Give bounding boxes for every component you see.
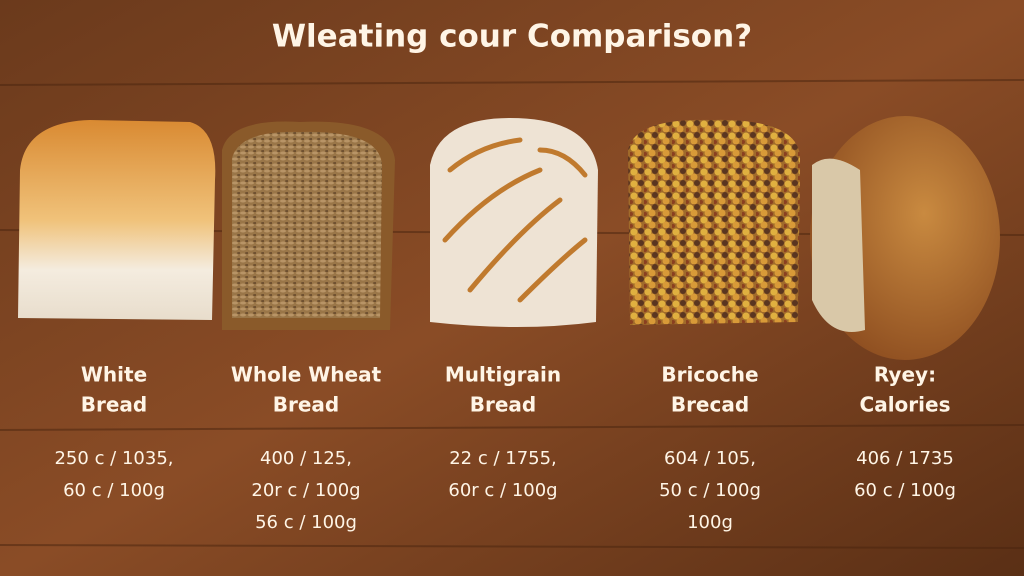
bread-name: Whole Wheat (231, 363, 382, 387)
bread-name: Bread (470, 393, 536, 417)
nutrition-info: 50 c / 100g (659, 480, 761, 501)
title: Wleating cour Comparison? (272, 19, 752, 55)
bread-name: Ryey: (874, 363, 936, 387)
nutrition-info: 250 c / 1035, (54, 448, 173, 469)
whole-wheat-bread (222, 121, 395, 330)
bread-name: Bricoche (661, 363, 758, 387)
bread-name: Calories (860, 393, 951, 417)
seeded-bread (628, 119, 800, 325)
nutrition-info: 56 c / 100g (255, 512, 357, 533)
labels: White Bread 250 c / 1035, 60 c / 100g Whole … (54, 363, 955, 534)
nutrition-info: 100g (687, 512, 733, 533)
nutrition-info: 60 c / 100g (63, 480, 165, 501)
nutrition-info: 400 / 125, (260, 448, 352, 469)
nutrition-info: 20r c / 100g (251, 480, 360, 501)
nutrition-info: 60 c / 100g (854, 480, 956, 501)
bread-name: Multigrain (445, 363, 561, 387)
nutrition-info: 22 c / 1755, (449, 448, 557, 469)
bread-name: Brecad (671, 393, 749, 417)
rye-loaf (810, 116, 1000, 360)
bread-name: Bread (273, 393, 339, 417)
nutrition-info: 406 / 1735 (856, 448, 954, 469)
white-bread (18, 120, 216, 320)
bread-name: Bread (81, 393, 147, 417)
scored-loaf (430, 118, 598, 327)
nutrition-info: 604 / 105, (664, 448, 756, 469)
bread-name: White (81, 363, 147, 387)
nutrition-info: 60r c / 100g (448, 480, 557, 501)
